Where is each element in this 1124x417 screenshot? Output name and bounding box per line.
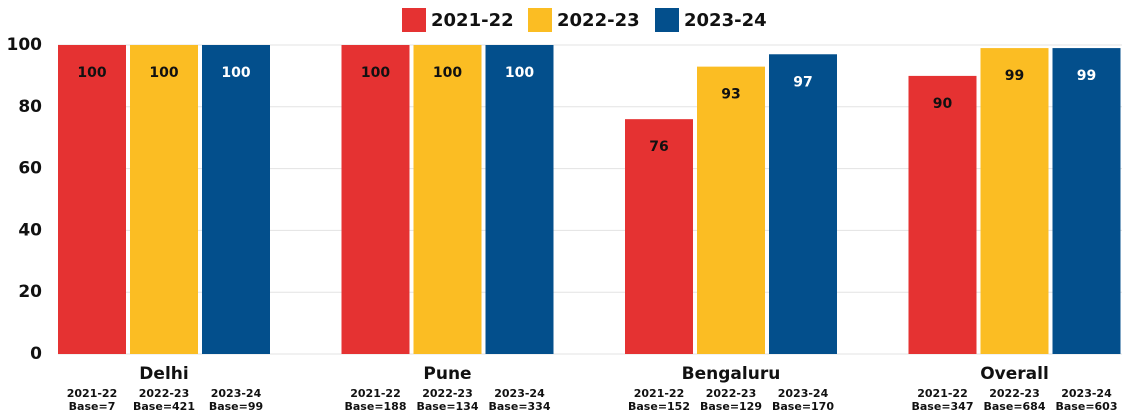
base-label: Base=188 (345, 400, 407, 413)
base-label: Base=99 (209, 400, 263, 413)
base-label: Base=129 (700, 400, 762, 413)
legend-label: 2021-22 (431, 10, 514, 31)
legend-swatch (528, 8, 552, 32)
value-label: 100 (149, 65, 178, 81)
sub-year-label: 2021-22 (350, 387, 401, 400)
base-label: Base=7 (69, 400, 116, 413)
sub-year-label: 2023-24 (211, 387, 262, 400)
value-label: 100 (361, 65, 390, 81)
bar (202, 45, 270, 354)
bar (769, 54, 837, 355)
sub-year-label: 2022-23 (989, 387, 1040, 400)
sub-year-label: 2021-22 (917, 387, 968, 400)
sub-year-label: 2021-22 (634, 387, 685, 400)
y-tick-label: 0 (30, 344, 42, 364)
bar (341, 45, 410, 354)
x-tick-label: Overall (980, 364, 1049, 384)
value-label: 100 (433, 65, 462, 81)
value-label: 100 (221, 65, 250, 81)
sub-year-label: 2023-24 (1061, 387, 1112, 400)
value-label: 90 (933, 96, 953, 112)
bar (1052, 48, 1121, 355)
y-tick-label: 80 (18, 97, 42, 117)
base-label: Base=684 (984, 400, 1046, 413)
value-label: 93 (721, 87, 740, 103)
sub-year-label: 2023-24 (494, 387, 545, 400)
bar (908, 75, 977, 355)
bar (697, 66, 765, 354)
bar (413, 45, 482, 354)
x-tick-label: Delhi (139, 364, 188, 384)
bar (130, 45, 198, 354)
sub-year-label: 2023-24 (778, 387, 829, 400)
bar (625, 119, 693, 354)
value-label: 97 (793, 74, 812, 90)
y-tick-label: 40 (18, 220, 42, 240)
legend-label: 2022-23 (557, 10, 640, 31)
value-label: 76 (649, 139, 668, 155)
value-label: 100 (505, 65, 534, 81)
value-label: 99 (1077, 68, 1096, 84)
sub-year-label: 2022-23 (422, 387, 473, 400)
bar (980, 48, 1049, 355)
legend-swatch (655, 8, 679, 32)
value-label: 100 (77, 65, 106, 81)
sub-year-label: 2022-23 (706, 387, 757, 400)
base-label: Base=170 (772, 400, 834, 413)
base-label: Base=334 (489, 400, 551, 413)
legend-swatch (402, 8, 426, 32)
x-tick-label: Pune (423, 364, 471, 384)
value-label: 99 (1005, 68, 1024, 84)
base-label: Base=347 (912, 400, 974, 413)
sub-year-label: 2022-23 (139, 387, 190, 400)
y-tick-label: 100 (7, 35, 43, 55)
sub-year-label: 2021-22 (67, 387, 118, 400)
legend-label: 2023-24 (684, 10, 767, 31)
x-tick-label: Bengaluru (682, 364, 781, 384)
base-label: Base=603 (1056, 400, 1118, 413)
base-label: Base=421 (133, 400, 195, 413)
base-label: Base=152 (628, 400, 690, 413)
y-tick-label: 60 (18, 159, 42, 179)
y-tick-label: 20 (18, 282, 42, 302)
base-label: Base=134 (417, 400, 479, 413)
bar (485, 45, 554, 354)
bar (58, 45, 126, 354)
